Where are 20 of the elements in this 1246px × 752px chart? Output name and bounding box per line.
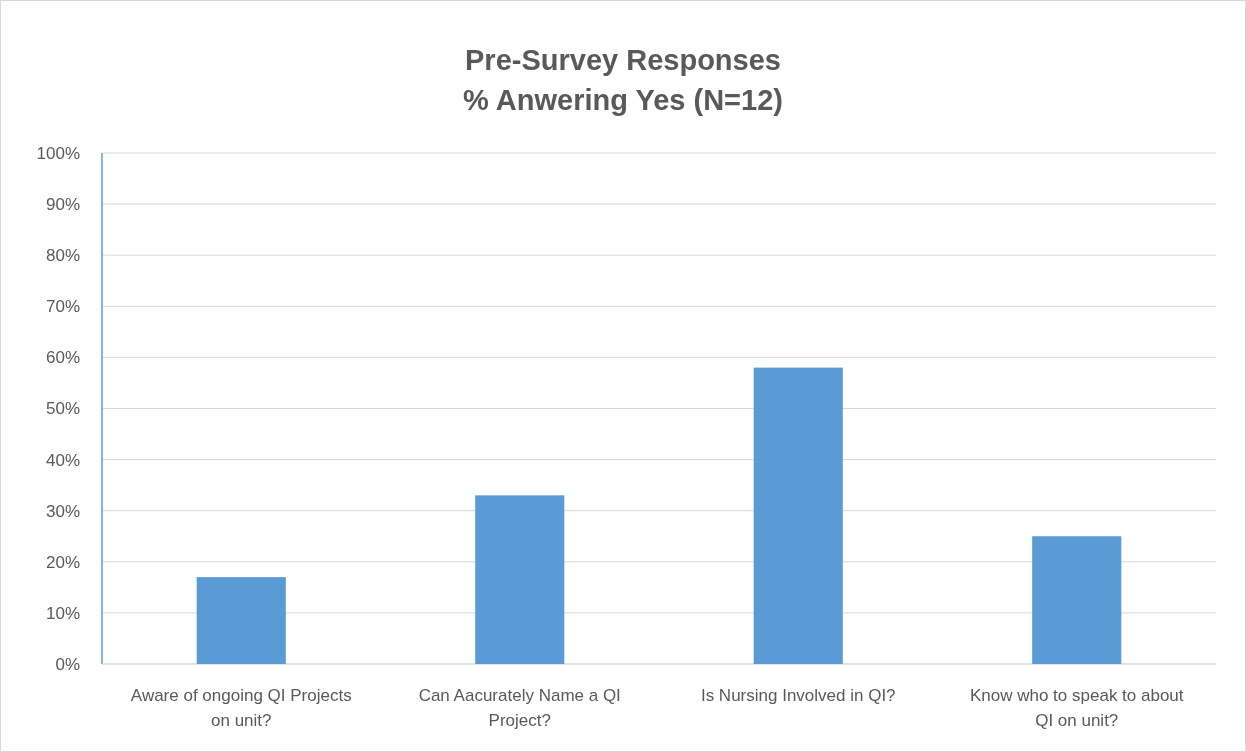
y-tick-label: 60% <box>45 348 80 368</box>
chart-title: Pre-Survey Responses % Anwering Yes (N=12) <box>463 44 783 116</box>
bar <box>753 367 843 664</box>
y-tick-label: 100% <box>36 143 80 163</box>
y-tick-label: 80% <box>45 246 80 266</box>
y-tick-label: 70% <box>45 297 80 317</box>
bar <box>196 577 286 664</box>
x-tick-label: Can Aacurately Name a QI Project? <box>418 686 621 730</box>
y-tick-label: 0% <box>55 654 80 674</box>
x-tick-label: Is Nursing Involved in QI? <box>700 686 896 705</box>
x-tick-label: Aware of ongoing QI Projects on unit? <box>130 686 352 730</box>
y-tick-label: 30% <box>45 501 80 521</box>
y-tick-label: 90% <box>45 195 80 215</box>
y-tick-label: 10% <box>45 603 80 623</box>
y-tick-label: 50% <box>45 399 80 419</box>
bar <box>475 495 565 664</box>
y-tick-label: 40% <box>45 450 80 470</box>
x-tick-label: Know who to speak to about QI on unit? <box>969 686 1184 730</box>
y-tick-label: 20% <box>45 552 80 572</box>
bar <box>1032 536 1122 664</box>
